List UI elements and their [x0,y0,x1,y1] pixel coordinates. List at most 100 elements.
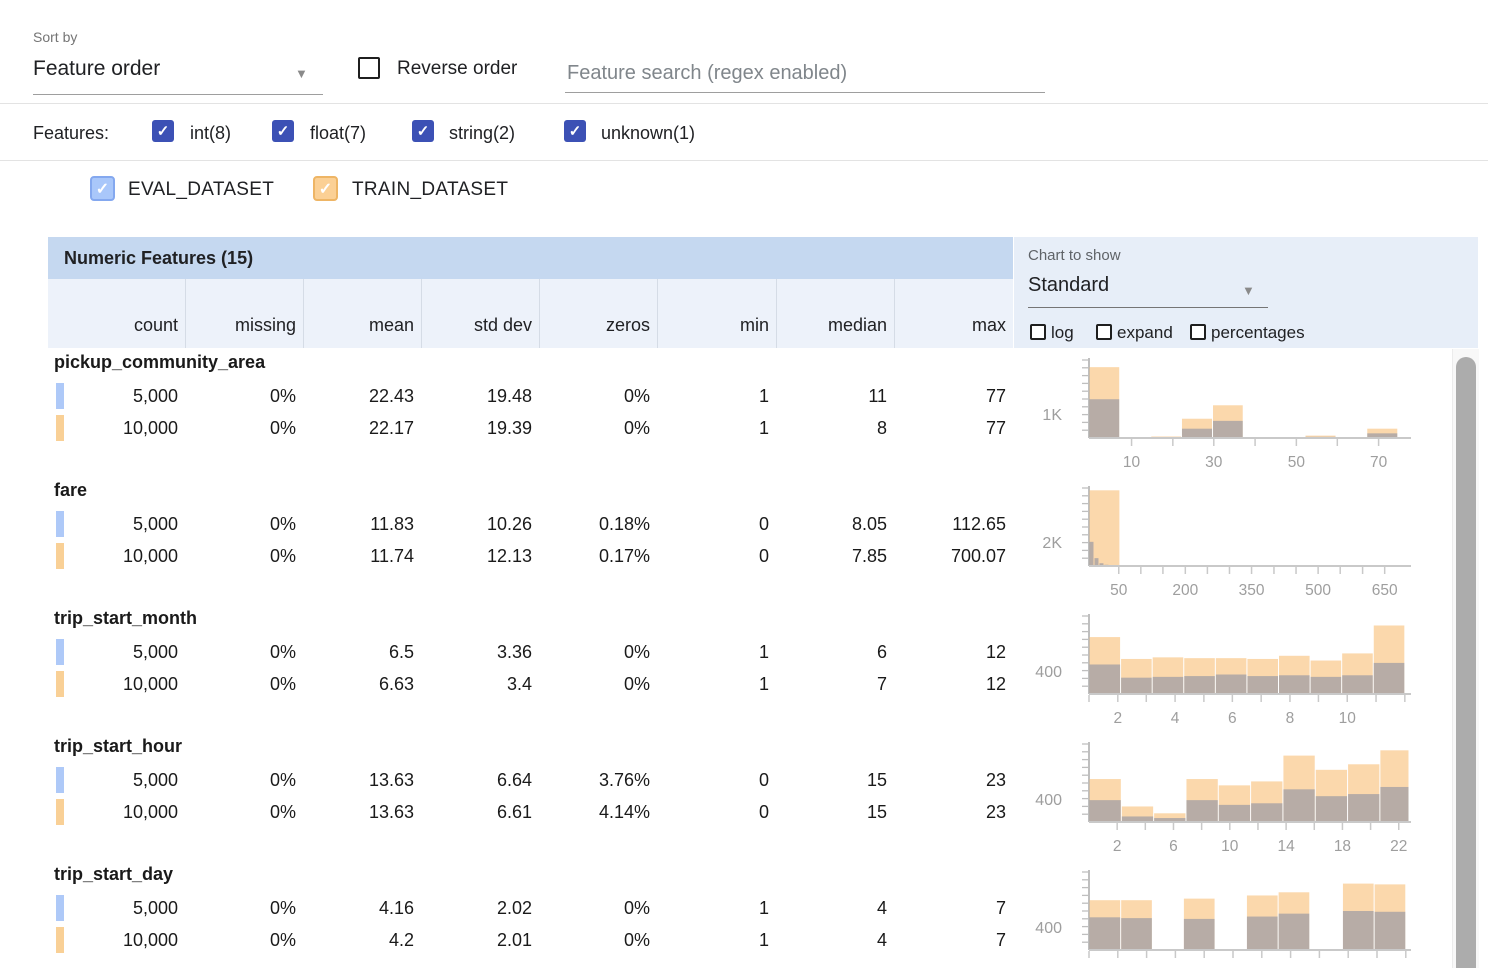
x-tick-label: 30 [1205,454,1223,471]
chart-select-underline [1028,307,1268,308]
dropdown-caret-icon[interactable]: ▼ [295,66,308,81]
x-tick-label: 4 [1171,710,1180,727]
cell-trip_start_day-eval-missing: 0% [269,898,296,918]
cell-trip_start_hour-train-median: 15 [866,802,887,822]
train-dataset-checkbox[interactable]: ✓ [313,176,338,201]
cell-trip_start_month-train-zeros: 0% [623,674,650,694]
eval-dataset-checkbox[interactable]: ✓ [90,176,115,201]
cell-trip_start_hour-eval-missing: 0% [269,770,296,790]
log-checkbox[interactable] [1030,324,1046,340]
y-axis-label: 2K [1042,535,1062,553]
cell-trip_start_day-train-zeros: 0% [623,930,650,950]
x-tick-label: 10 [1221,838,1239,855]
cell-trip_start_month-eval-missing: 0% [269,642,296,662]
cell-trip_start_month-eval-max: 12 [985,642,1006,662]
type-filter-string-checkbox[interactable]: ✓ [412,120,434,142]
eval-dataset-chip [56,895,64,921]
x-tick-label: 8 [1286,710,1295,727]
cell-trip_start_month-train-max: 12 [985,674,1006,694]
feature-search-input[interactable] [565,52,1049,94]
cell-trip_start_day-train-min: 1 [758,930,769,950]
train-dataset-label: TRAIN_DATASET [352,179,509,200]
reverse-order-checkbox[interactable] [358,57,380,79]
cell-fare-eval-zeros: 0.18% [598,514,650,534]
type-filter-int-checkbox[interactable]: ✓ [152,120,174,142]
cell-pickup_community_area-eval-count: 5,000 [132,386,178,406]
cell-trip_start_month-eval-std-dev: 3.36 [496,642,532,662]
cell-fare-eval-count: 5,000 [132,514,178,534]
x-tick-label: 50 [1288,454,1306,471]
cell-trip_start_day-eval-mean: 4.16 [378,898,414,918]
cell-fare-train-min: 0 [758,546,769,566]
feature-name: trip_start_day [54,864,174,884]
cell-trip_start_hour-train-missing: 0% [269,802,296,822]
log-label: log [1051,323,1074,342]
cell-trip_start_hour-train-count: 10,000 [122,802,178,822]
chart-type-select[interactable]: Standard [1028,274,1110,296]
scrollbar-thumb[interactable] [1456,357,1476,968]
x-tick-label: 14 [1277,838,1295,855]
cell-trip_start_month-train-missing: 0% [269,674,296,694]
train-dataset-chip [56,415,64,441]
cell-pickup_community_area-train-missing: 0% [269,418,296,438]
x-tick-label: 500 [1305,582,1331,599]
train-dataset-chip [56,543,64,569]
cell-pickup_community_area-eval-max: 77 [985,386,1006,406]
cell-trip_start_hour-eval-zeros: 3.76% [598,770,650,790]
column-header-min: min [657,279,776,348]
cell-pickup_community_area-train-max: 77 [985,418,1006,438]
column-header-std-dev: std dev [421,279,539,348]
cell-trip_start_hour-train-std-dev: 6.61 [496,802,532,822]
sort-by-select[interactable]: Feature order [33,57,161,80]
column-header-median: median [776,279,894,348]
cell-fare-eval-median: 8.05 [851,514,887,534]
eval-dataset-chip [56,511,64,537]
cell-trip_start_month-eval-min: 1 [758,642,769,662]
cell-pickup_community_area-train-mean: 22.17 [368,418,414,438]
cell-trip_start_month-train-std-dev: 3.4 [506,674,532,694]
vertical-scrollbar[interactable] [1452,349,1479,968]
x-tick-label: 50 [1110,582,1128,599]
search-underline [565,92,1045,93]
table-title: Numeric Features (15) [48,237,1013,279]
y-axis-label: 400 [1035,791,1062,809]
cell-fare-eval-min: 0 [758,514,769,534]
x-tick-label: 70 [1370,454,1388,471]
y-axis-label: 400 [1035,663,1062,681]
cell-trip_start_hour-eval-min: 0 [758,770,769,790]
y-axis-label: 400 [1035,919,1062,937]
type-filter-unknown-label: unknown(1) [601,123,696,143]
feature-name: trip_start_month [54,608,198,628]
expand-checkbox[interactable] [1096,324,1112,340]
histogram-trip_start_month: 2 4 6 8 10 [1082,614,1411,727]
feature-name: pickup_community_area [54,352,266,372]
cell-fare-eval-missing: 0% [269,514,296,534]
cell-trip_start_day-train-count: 10,000 [122,930,178,950]
percentages-checkbox[interactable] [1190,324,1206,340]
type-filter-float-checkbox[interactable]: ✓ [272,120,294,142]
cell-pickup_community_area-train-std-dev: 19.39 [486,418,532,438]
cell-trip_start_hour-train-min: 0 [758,802,769,822]
train-dataset-chip [56,671,64,697]
sort-by-underline [33,94,323,95]
cell-pickup_community_area-eval-std-dev: 19.48 [486,386,532,406]
dropdown-caret-icon[interactable]: ▼ [1242,283,1255,298]
cell-fare-train-max: 700.07 [950,546,1006,566]
y-axis-label: 1K [1042,407,1062,425]
cell-pickup_community_area-eval-min: 1 [758,386,769,406]
reverse-order-label: Reverse order [397,58,518,79]
cell-fare-eval-std-dev: 10.26 [486,514,532,534]
cell-trip_start_hour-eval-median: 15 [866,770,887,790]
eval-dataset-chip [56,639,64,665]
cell-trip_start_month-train-min: 1 [758,674,769,694]
column-header-row: count missing mean std dev zeros min median max [48,279,1013,348]
type-filter-unknown-checkbox[interactable]: ✓ [564,120,586,142]
cell-trip_start_day-eval-count: 5,000 [132,898,178,918]
cell-trip_start_day-eval-std-dev: 2.02 [496,898,532,918]
cell-trip_start_month-eval-count: 5,000 [132,642,178,662]
chart-controls-panel: Chart to show Standard ▼ log expand perc… [1014,237,1478,348]
type-filter-string-label: string(2) [449,123,516,143]
expand-label: expand [1117,323,1173,342]
x-tick-label: 2 [1113,710,1122,727]
